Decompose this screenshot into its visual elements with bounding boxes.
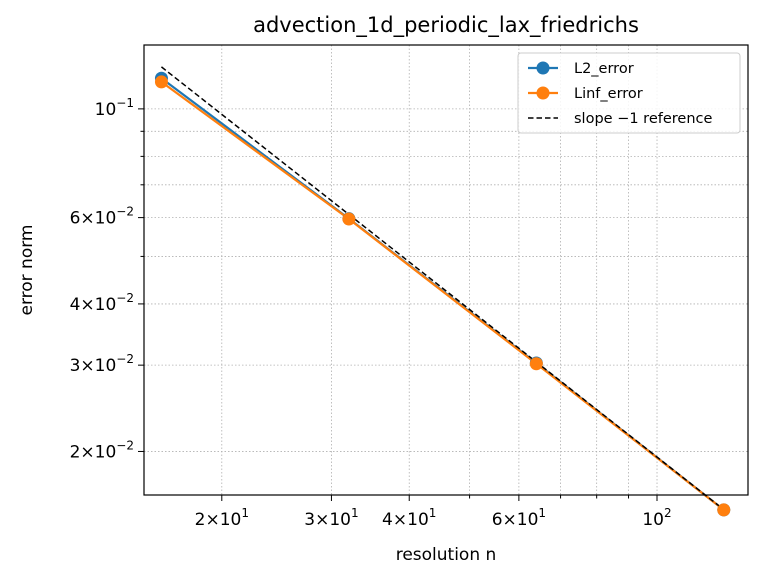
x-tick-exponent: 1 [429, 506, 437, 520]
plot-frame [143, 44, 749, 496]
y-tick-base: 10 [95, 442, 117, 462]
x-tick-base: 10 [517, 510, 539, 530]
x-tick-mantissa: 6 [492, 510, 503, 530]
y-tick-label: 6×10−2 [70, 205, 134, 229]
x-tick-base: 10 [329, 510, 351, 530]
x-tick-base: 10 [220, 510, 242, 530]
y-tick-label: 4×10−2 [70, 291, 134, 315]
y-tick-times: × [80, 356, 94, 376]
y-tick-mantissa: 3 [70, 356, 81, 376]
data-point-linf-error [529, 357, 543, 371]
y-tick-base: 10 [95, 209, 117, 229]
y-tick-exponent: −1 [116, 96, 134, 110]
x-tick-exponent: 1 [241, 506, 249, 520]
y-tick-base: 10 [95, 295, 117, 315]
x-axis-label: resolution n [396, 545, 497, 565]
y-tick-times: × [80, 442, 94, 462]
legend-swatch-marker [536, 61, 550, 75]
tick-marks [138, 108, 658, 501]
legend-swatch-marker [536, 86, 550, 100]
legend-label: L2_error [574, 61, 634, 77]
x-tick-label: 6×101 [492, 506, 546, 530]
y-tick-exponent: −2 [116, 205, 134, 219]
x-tick-times: × [205, 510, 219, 530]
chart-title: advection_1d_periodic_lax_friedrichs [253, 13, 639, 38]
x-tick-base: 10 [407, 510, 429, 530]
y-tick-base: 10 [95, 100, 117, 120]
y-tick-mantissa: 6 [70, 209, 81, 229]
x-tick-times: × [393, 510, 407, 530]
series-line-linf-error [160, 81, 725, 511]
x-tick-mantissa: 4 [382, 510, 393, 530]
y-tick-label: 3×10−2 [70, 352, 134, 376]
legend-box [517, 52, 741, 134]
x-tick-exponent: 1 [351, 506, 359, 520]
tick-labels: 2×101 3×101 4×101 6×101 1022×10−23×10−24×10−… [70, 96, 672, 530]
y-tick-mantissa: 2 [70, 442, 81, 462]
y-tick-base: 10 [95, 356, 117, 376]
x-tick-label: 3×101 [304, 506, 358, 530]
x-tick-exponent: 2 [664, 506, 672, 520]
x-tick-label: 102 [642, 506, 671, 530]
y-tick-times: × [80, 209, 94, 229]
data-point-linf-error [342, 212, 356, 226]
x-tick-mantissa: 3 [304, 510, 315, 530]
data-point-linf-error [717, 503, 731, 517]
x-tick-times: × [315, 510, 329, 530]
y-tick-mantissa: 4 [70, 295, 81, 315]
y-axis-label: error norm [17, 225, 37, 316]
x-tick-label: 4×101 [382, 506, 436, 530]
x-tick-base: 10 [642, 510, 664, 530]
legend-label: slope −1 reference [574, 111, 712, 127]
data-point-linf-error [154, 75, 168, 89]
y-tick-label: 2×10−2 [70, 438, 134, 462]
x-tick-label: 2×101 [195, 506, 249, 530]
y-tick-exponent: −2 [116, 352, 134, 366]
x-tick-mantissa: 2 [195, 510, 206, 530]
y-tick-exponent: −2 [116, 438, 134, 452]
y-tick-label: 10−1 [95, 96, 134, 120]
legend-label: Linf_error [574, 86, 643, 102]
y-tick-exponent: −2 [116, 291, 134, 305]
x-tick-exponent: 1 [538, 506, 546, 520]
y-tick-times: × [80, 295, 94, 315]
series-layer [154, 66, 731, 517]
series-line-slope-1-reference [160, 66, 725, 511]
x-tick-times: × [503, 510, 517, 530]
